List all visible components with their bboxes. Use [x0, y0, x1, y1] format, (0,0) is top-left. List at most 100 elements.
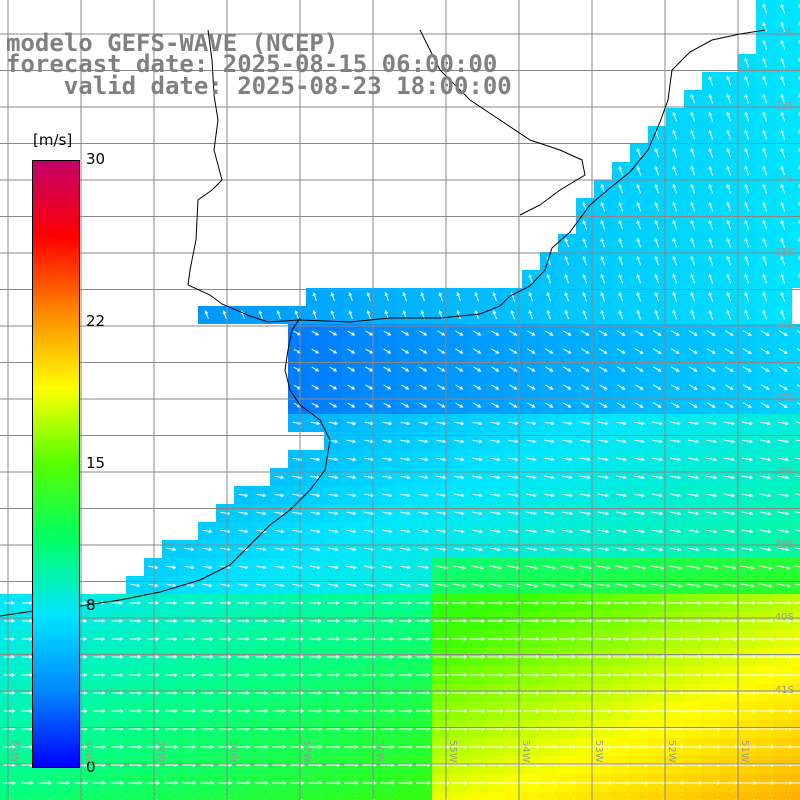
wind-arrow	[762, 237, 768, 248]
wind-arrow	[636, 309, 642, 320]
wind-arrow	[594, 781, 613, 785]
wind-arrow	[599, 402, 608, 408]
wind-arrow	[759, 493, 772, 498]
wind-arrow	[419, 402, 428, 408]
wind-arrow	[545, 402, 554, 408]
wind-arrow	[690, 129, 696, 140]
wind-arrow	[469, 655, 486, 659]
wind-arrow	[613, 655, 630, 659]
wind-arrow	[147, 673, 160, 677]
wind-arrow	[687, 457, 700, 462]
wind-arrow	[310, 583, 321, 588]
wind-arrow	[219, 637, 232, 641]
wind-arrow	[581, 366, 590, 372]
wind-arrow	[654, 165, 660, 176]
wind-arrow	[796, 402, 800, 406]
wind-arrow	[738, 709, 757, 713]
wind-arrow	[759, 439, 772, 444]
wind-arrow	[273, 601, 286, 605]
wind-arrow	[346, 439, 357, 444]
wind-arrow	[793, 602, 800, 604]
wind-arrow	[780, 147, 786, 158]
wind-cell	[792, 792, 800, 800]
wind-arrow	[631, 655, 648, 659]
wind-arrow	[309, 655, 323, 659]
wind-arrow	[148, 583, 159, 588]
wind-arrow	[636, 273, 642, 284]
wind-arrow	[780, 129, 786, 140]
wind-arrow	[760, 384, 770, 390]
wind-arrow	[672, 255, 678, 266]
wind-arrow	[416, 781, 432, 785]
wind-arrow	[688, 348, 698, 354]
wind-arrow	[308, 727, 323, 731]
wind-arrow	[381, 619, 394, 623]
wind-cell	[450, 792, 468, 800]
wind-arrow	[630, 727, 649, 731]
wind-arrow	[365, 330, 374, 336]
wind-arrow	[636, 255, 642, 266]
wind-arrow	[668, 565, 683, 570]
wind-arrow	[523, 619, 540, 623]
wind-arrow	[487, 727, 504, 731]
wind-arrow	[541, 655, 558, 659]
wind-arrow	[416, 745, 431, 749]
wind-arrow	[667, 619, 684, 623]
wind-arrow	[487, 601, 504, 605]
wind-arrow	[272, 727, 287, 731]
wind-arrow	[291, 637, 304, 641]
wind-arrow	[201, 673, 214, 677]
wind-arrow	[594, 709, 613, 713]
wind-arrow	[418, 457, 429, 462]
wind-arrow	[612, 691, 631, 695]
wind-arrow	[454, 457, 465, 462]
wind-arrow	[720, 691, 739, 695]
wind-cell	[252, 792, 270, 800]
wind-arrow	[274, 565, 285, 570]
wind-arrow	[618, 237, 624, 248]
wind-arrow	[348, 292, 353, 302]
wind-arrow	[546, 273, 551, 284]
wind-arrow	[129, 637, 142, 641]
wind-arrow	[618, 291, 624, 302]
wind-arrow	[726, 309, 732, 320]
longitude-label: 57W	[301, 740, 312, 763]
wind-arrow	[398, 709, 413, 713]
wind-arrow	[254, 727, 269, 731]
wind-arrow	[796, 348, 800, 352]
colorbar	[32, 160, 80, 768]
wind-arrow	[111, 601, 124, 605]
wind-arrow	[795, 547, 800, 550]
wind-arrow	[326, 673, 341, 677]
wind-arrow	[738, 637, 757, 641]
wind-arrow	[744, 111, 750, 122]
wind-arrow	[380, 673, 395, 677]
wind-arrow	[597, 511, 610, 516]
wind-arrow	[774, 637, 793, 641]
wind-arrow	[165, 691, 178, 695]
wind-arrow	[255, 619, 268, 623]
wind-arrow	[777, 529, 790, 534]
wind-arrow	[366, 292, 371, 302]
wind-arrow	[328, 457, 339, 462]
wind-arrow	[688, 330, 698, 336]
wind-arrow	[509, 366, 518, 372]
wind-arrow	[690, 273, 696, 284]
latitude-label: 33S	[774, 101, 794, 112]
wind-arrow	[490, 511, 501, 516]
wind-arrow	[672, 219, 678, 230]
wind-arrow	[541, 709, 558, 713]
wind-arrow	[111, 727, 124, 731]
wind-cell	[108, 792, 126, 800]
wind-arrow	[726, 273, 732, 284]
wind-arrow	[487, 709, 504, 713]
wind-arrow	[290, 673, 305, 677]
wind-arrow	[3, 691, 16, 695]
wind-arrow	[254, 745, 269, 749]
wind-arrow	[616, 457, 627, 462]
wind-arrow	[744, 147, 750, 158]
wind-arrow	[741, 457, 754, 462]
wind-arrow	[759, 547, 772, 552]
wind-arrow	[237, 601, 250, 605]
